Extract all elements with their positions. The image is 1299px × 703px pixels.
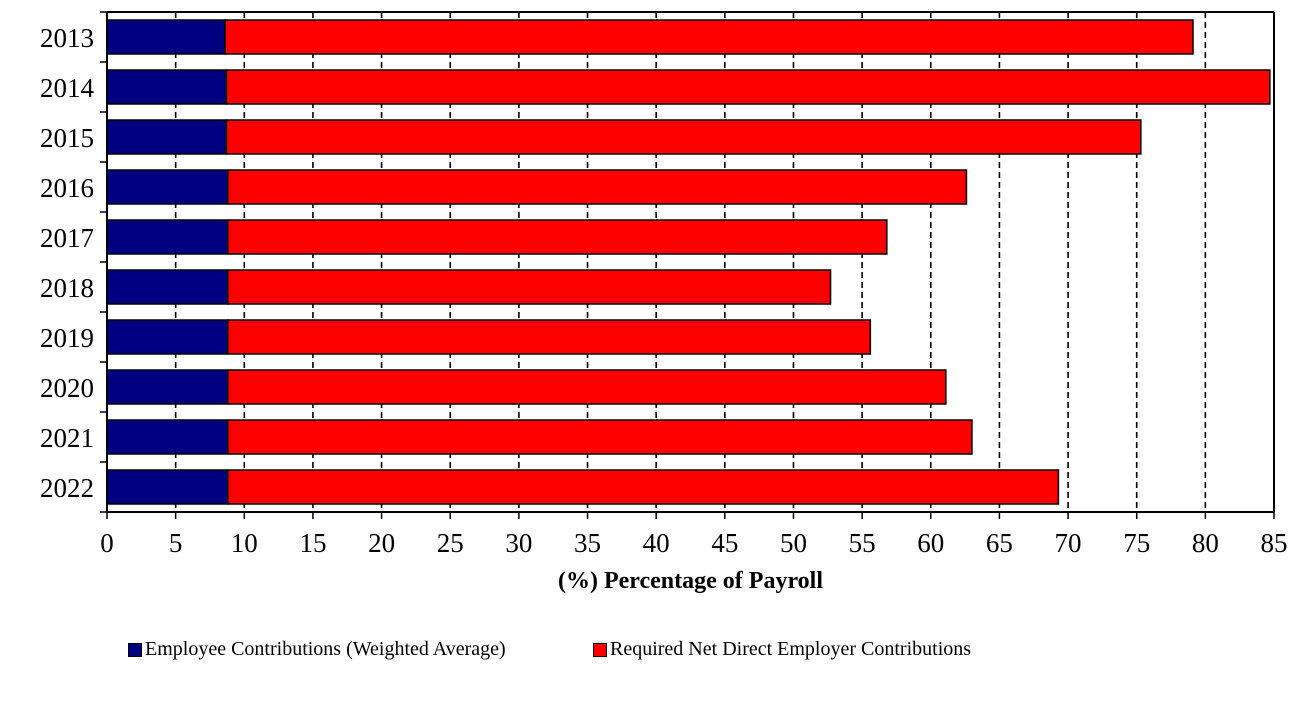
y-tick-label-2015: 2015 (40, 123, 94, 153)
x-tick-label-70: 70 (1055, 528, 1082, 558)
x-tick-label-30: 30 (505, 528, 532, 558)
y-tick-label-2016: 2016 (40, 173, 94, 203)
bar-2018-series-0 (106, 269, 229, 305)
y-tick-label-2017: 2017 (40, 223, 94, 253)
legend-label-employer: Required Net Direct Employer Contributio… (610, 638, 972, 660)
x-tick-label-55: 55 (849, 528, 876, 558)
x-tick-label-50: 50 (780, 528, 807, 558)
legend-swatch-employer (593, 642, 607, 657)
x-tick-label-35: 35 (574, 528, 601, 558)
legend-item-employer: Required Net Direct Employer Contributio… (593, 638, 971, 661)
x-tick-label-85: 85 (1261, 528, 1288, 558)
y-tick-label-2020: 2020 (40, 373, 94, 403)
x-tick-label-75: 75 (1123, 528, 1150, 558)
legend-swatch-employee (128, 642, 142, 657)
y-tick-label-2013: 2013 (40, 23, 94, 53)
x-tick-label-0: 0 (100, 528, 114, 558)
bar-2022-series-0 (106, 469, 229, 505)
bar-2020-series-0 (106, 369, 229, 405)
y-tick-label-2021: 2021 (40, 423, 94, 453)
bar-2019-series-1 (227, 319, 872, 355)
bar-2015-series-0 (106, 119, 228, 155)
x-tick-label-15: 15 (299, 528, 326, 558)
bar-2016-series-0 (106, 169, 229, 205)
x-tick-label-80: 80 (1192, 528, 1219, 558)
bar-2022-series-1 (227, 469, 1060, 505)
x-tick-label-40: 40 (643, 528, 670, 558)
bar-2016-series-1 (227, 169, 968, 205)
x-tick-label-60: 60 (917, 528, 944, 558)
legend-label-employee: Employee Contributions (Weighted Average… (145, 638, 506, 660)
x-tick-label-65: 65 (986, 528, 1013, 558)
x-tick-label-45: 45 (711, 528, 738, 558)
bar-2017-series-0 (106, 219, 229, 255)
x-tick-label-10: 10 (231, 528, 258, 558)
x-tick-label-20: 20 (368, 528, 395, 558)
bar-2013-series-1 (224, 19, 1194, 55)
legend-item-employee: Employee Contributions (Weighted Average… (128, 638, 506, 661)
bar-2018-series-1 (227, 269, 832, 305)
bar-2013-series-0 (106, 19, 226, 55)
bar-2019-series-0 (106, 319, 229, 355)
x-tick-label-5: 5 (169, 528, 183, 558)
bar-2015-series-1 (225, 119, 1142, 155)
bar-2020-series-1 (227, 369, 947, 405)
legend: Employee Contributions (Weighted Average… (0, 638, 1299, 664)
y-tick-label-2018: 2018 (40, 273, 94, 303)
bar-2017-series-1 (227, 219, 888, 255)
bar-2014-series-0 (106, 69, 228, 105)
bar-2021-series-0 (106, 419, 229, 455)
bar-2014-series-1 (225, 69, 1271, 105)
bar-2021-series-1 (227, 419, 973, 455)
x-axis-title: (%) Percentage of Payroll (558, 568, 823, 594)
y-tick-label-2019: 2019 (40, 323, 94, 353)
x-tick-label-25: 25 (437, 528, 464, 558)
y-tick-label-2022: 2022 (40, 473, 94, 503)
y-tick-label-2014: 2014 (40, 73, 95, 103)
